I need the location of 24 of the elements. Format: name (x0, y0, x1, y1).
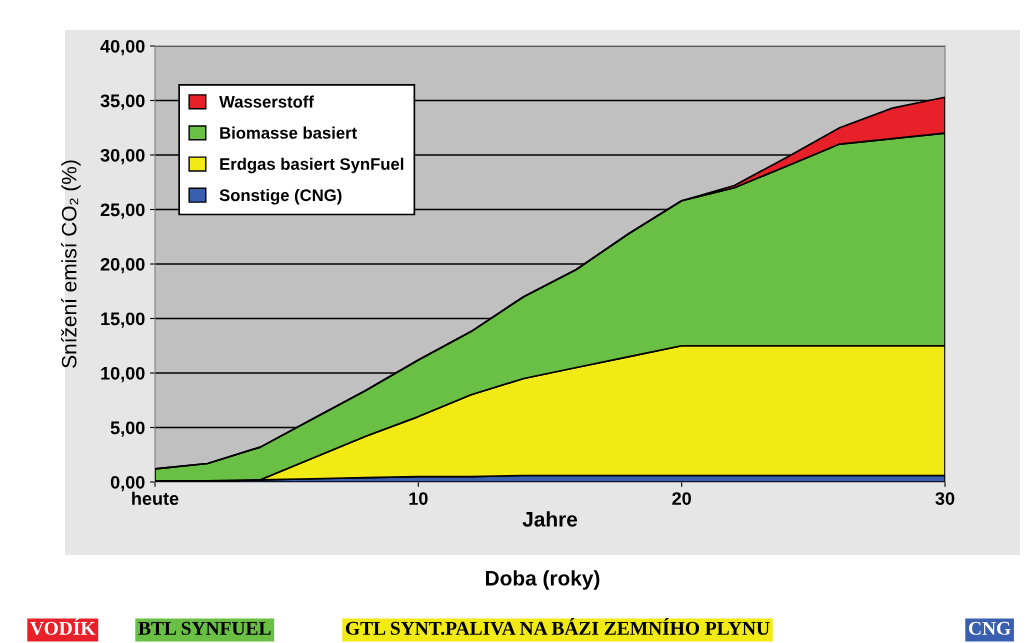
x-axis-title: Jahre (522, 511, 578, 527)
x-tick-label: 20 (672, 492, 691, 505)
text: Doba (roky) (486, 570, 600, 590)
legend-label: Wasserstoff (219, 95, 314, 108)
x-tick-label: 30 (935, 492, 955, 506)
y-tick-label: 30,00 (100, 148, 145, 165)
legend-label: Biomasse basiert (220, 126, 357, 139)
text: GTL SYNT.PALIVA NA BÁZI ZEMNÍHO PLYNU (345, 618, 770, 635)
legend-label: Erdgas basiert SynFuel (220, 157, 404, 174)
y-tick-label: 25,00 (100, 203, 145, 219)
y-tick-label: 20,00 (100, 257, 145, 274)
y-tick-label: 0,00 (110, 475, 145, 492)
x-tick-label: 10 (409, 492, 428, 505)
x-tick-label: heute (132, 491, 179, 505)
y-tick-label: 10,00 (101, 366, 145, 383)
y-tick-label: 35,00 (100, 94, 145, 110)
text: VODÍK (30, 618, 96, 635)
legend-label: Sonstige (CNG) (219, 188, 342, 205)
y-tick-label: 5,00 (110, 421, 145, 437)
text: CNG (968, 621, 1011, 635)
y-tick-label: 40,00 (100, 39, 145, 56)
y-axis-title: Snížení emisí CO₂ (%) (60, 160, 81, 368)
text: BTL SYNFUEL (138, 621, 271, 635)
y-tick-label: 15,00 (101, 312, 145, 328)
